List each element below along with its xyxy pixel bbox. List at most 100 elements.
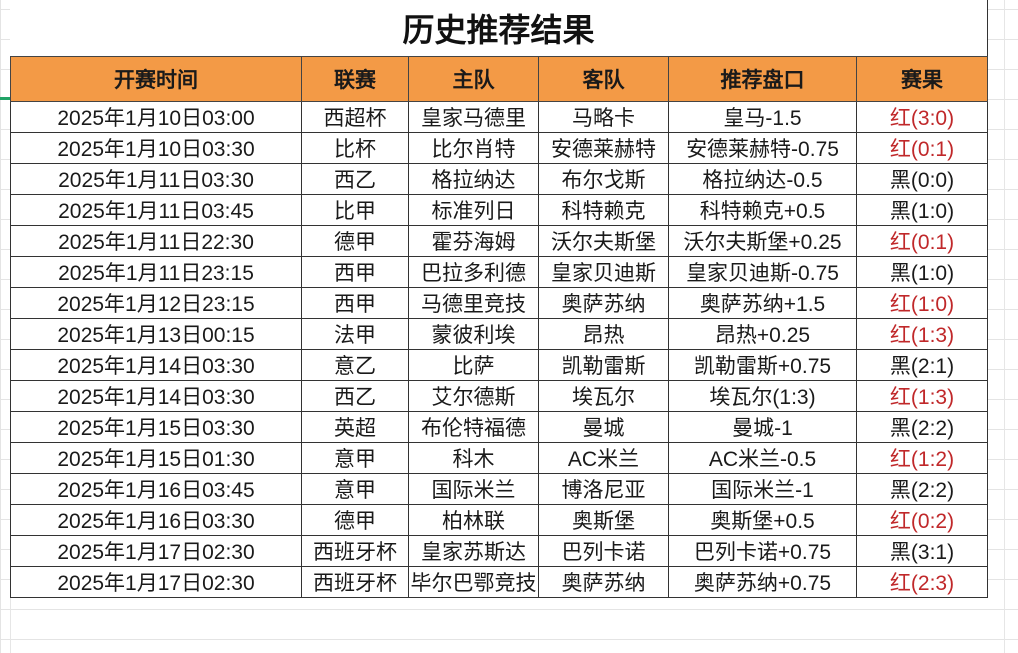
cell-result[interactable]: 黑(2:1) <box>856 349 988 381</box>
cell-result[interactable]: 红(3:0) <box>856 101 988 133</box>
cell-home[interactable]: 比萨 <box>408 349 539 381</box>
cell-time[interactable]: 2025年1月16日03:30 <box>10 504 302 536</box>
cell-result[interactable]: 黑(3:1) <box>856 535 988 567</box>
cell-home[interactable]: 比尔肖特 <box>408 132 539 164</box>
cell-pick[interactable]: 巴列卡诺+0.75 <box>668 535 857 567</box>
cell-result[interactable]: 黑(1:0) <box>856 194 988 226</box>
cell-home[interactable]: 科木 <box>408 442 539 474</box>
cell-away[interactable]: 沃尔夫斯堡 <box>538 225 669 257</box>
cell-league[interactable]: 法甲 <box>301 318 409 350</box>
cell-home[interactable]: 皇家苏斯达 <box>408 535 539 567</box>
cell-result[interactable]: 红(1:0) <box>856 287 988 319</box>
cell-time[interactable]: 2025年1月14日03:30 <box>10 349 302 381</box>
cell-result[interactable]: 红(0:2) <box>856 504 988 536</box>
cell-away[interactable]: 博洛尼亚 <box>538 473 669 505</box>
cell-league[interactable]: 比杯 <box>301 132 409 164</box>
cell-league[interactable]: 意乙 <box>301 349 409 381</box>
cell-pick[interactable]: 凯勒雷斯+0.75 <box>668 349 857 381</box>
cell-pick[interactable]: 皇家贝迪斯-0.75 <box>668 256 857 288</box>
cell-time[interactable]: 2025年1月11日03:45 <box>10 194 302 226</box>
cell-league[interactable]: 西乙 <box>301 380 409 412</box>
cell-home[interactable]: 马德里竞技 <box>408 287 539 319</box>
cell-pick[interactable]: 科特赖克+0.5 <box>668 194 857 226</box>
cell-pick[interactable]: 奥斯堡+0.5 <box>668 504 857 536</box>
cell-away[interactable]: 奥萨苏纳 <box>538 287 669 319</box>
cell-pick[interactable]: AC米兰-0.5 <box>668 442 857 474</box>
cell-result[interactable]: 黑(2:2) <box>856 411 988 443</box>
cell-pick[interactable]: 安德莱赫特-0.75 <box>668 132 857 164</box>
cell-time[interactable]: 2025年1月12日23:15 <box>10 287 302 319</box>
cell-pick[interactable]: 皇马-1.5 <box>668 101 857 133</box>
cell-time[interactable]: 2025年1月13日00:15 <box>10 318 302 350</box>
header-league[interactable]: 联赛 <box>301 56 409 102</box>
cell-league[interactable]: 西班牙杯 <box>301 535 409 567</box>
cell-league[interactable]: 英超 <box>301 411 409 443</box>
cell-pick[interactable]: 奥萨苏纳+0.75 <box>668 566 857 598</box>
cell-home[interactable]: 国际米兰 <box>408 473 539 505</box>
sheet-title[interactable]: 历史推荐结果 <box>10 0 987 57</box>
cell-away[interactable]: 马略卡 <box>538 101 669 133</box>
cell-away[interactable]: 安德莱赫特 <box>538 132 669 164</box>
cell-pick[interactable]: 奥萨苏纳+1.5 <box>668 287 857 319</box>
header-away[interactable]: 客队 <box>538 56 669 102</box>
cell-result[interactable]: 红(1:3) <box>856 380 988 412</box>
cell-home[interactable]: 皇家马德里 <box>408 101 539 133</box>
cell-away[interactable]: 埃瓦尔 <box>538 380 669 412</box>
cell-league[interactable]: 西乙 <box>301 163 409 195</box>
header-home[interactable]: 主队 <box>408 56 539 102</box>
cell-away[interactable]: 曼城 <box>538 411 669 443</box>
cell-time[interactable]: 2025年1月11日23:15 <box>10 256 302 288</box>
cell-home[interactable]: 格拉纳达 <box>408 163 539 195</box>
cell-home[interactable]: 巴拉多利德 <box>408 256 539 288</box>
cell-league[interactable]: 德甲 <box>301 504 409 536</box>
cell-away[interactable]: 皇家贝迪斯 <box>538 256 669 288</box>
cell-pick[interactable]: 曼城-1 <box>668 411 857 443</box>
header-pick[interactable]: 推荐盘口 <box>668 56 857 102</box>
cell-time[interactable]: 2025年1月14日03:30 <box>10 380 302 412</box>
cell-away[interactable]: 奥萨苏纳 <box>538 566 669 598</box>
cell-result[interactable]: 红(0:1) <box>856 225 988 257</box>
cell-away[interactable]: 科特赖克 <box>538 194 669 226</box>
cell-time[interactable]: 2025年1月17日02:30 <box>10 566 302 598</box>
cell-away[interactable]: 昂热 <box>538 318 669 350</box>
cell-away[interactable]: AC米兰 <box>538 442 669 474</box>
cell-away[interactable]: 布尔戈斯 <box>538 163 669 195</box>
cell-home[interactable]: 标准列日 <box>408 194 539 226</box>
cell-result[interactable]: 黑(0:0) <box>856 163 988 195</box>
cell-time[interactable]: 2025年1月17日02:30 <box>10 535 302 567</box>
cell-league[interactable]: 西班牙杯 <box>301 566 409 598</box>
cell-league[interactable]: 意甲 <box>301 473 409 505</box>
cell-result[interactable]: 红(0:1) <box>856 132 988 164</box>
cell-time[interactable]: 2025年1月11日03:30 <box>10 163 302 195</box>
cell-home[interactable]: 毕尔巴鄂竞技 <box>408 566 539 598</box>
cell-result[interactable]: 黑(1:0) <box>856 256 988 288</box>
header-time[interactable]: 开赛时间 <box>10 56 302 102</box>
cell-pick[interactable]: 格拉纳达-0.5 <box>668 163 857 195</box>
cell-time[interactable]: 2025年1月15日03:30 <box>10 411 302 443</box>
cell-time[interactable]: 2025年1月11日22:30 <box>10 225 302 257</box>
cell-away[interactable]: 凯勒雷斯 <box>538 349 669 381</box>
cell-away[interactable]: 奥斯堡 <box>538 504 669 536</box>
cell-league[interactable]: 德甲 <box>301 225 409 257</box>
cell-league[interactable]: 西甲 <box>301 256 409 288</box>
cell-result[interactable]: 红(2:3) <box>856 566 988 598</box>
header-result[interactable]: 赛果 <box>856 56 988 102</box>
cell-league[interactable]: 意甲 <box>301 442 409 474</box>
cell-result[interactable]: 红(1:2) <box>856 442 988 474</box>
cell-home[interactable]: 布伦特福德 <box>408 411 539 443</box>
cell-time[interactable]: 2025年1月16日03:45 <box>10 473 302 505</box>
cell-league[interactable]: 西甲 <box>301 287 409 319</box>
cell-home[interactable]: 蒙彼利埃 <box>408 318 539 350</box>
cell-away[interactable]: 巴列卡诺 <box>538 535 669 567</box>
cell-time[interactable]: 2025年1月10日03:00 <box>10 101 302 133</box>
cell-pick[interactable]: 埃瓦尔(1:3) <box>668 380 857 412</box>
cell-result[interactable]: 红(1:3) <box>856 318 988 350</box>
cell-result[interactable]: 黑(2:2) <box>856 473 988 505</box>
cell-pick[interactable]: 国际米兰-1 <box>668 473 857 505</box>
cell-league[interactable]: 西超杯 <box>301 101 409 133</box>
cell-pick[interactable]: 沃尔夫斯堡+0.25 <box>668 225 857 257</box>
cell-pick[interactable]: 昂热+0.25 <box>668 318 857 350</box>
cell-time[interactable]: 2025年1月10日03:30 <box>10 132 302 164</box>
cell-home[interactable]: 柏林联 <box>408 504 539 536</box>
cell-home[interactable]: 霍芬海姆 <box>408 225 539 257</box>
